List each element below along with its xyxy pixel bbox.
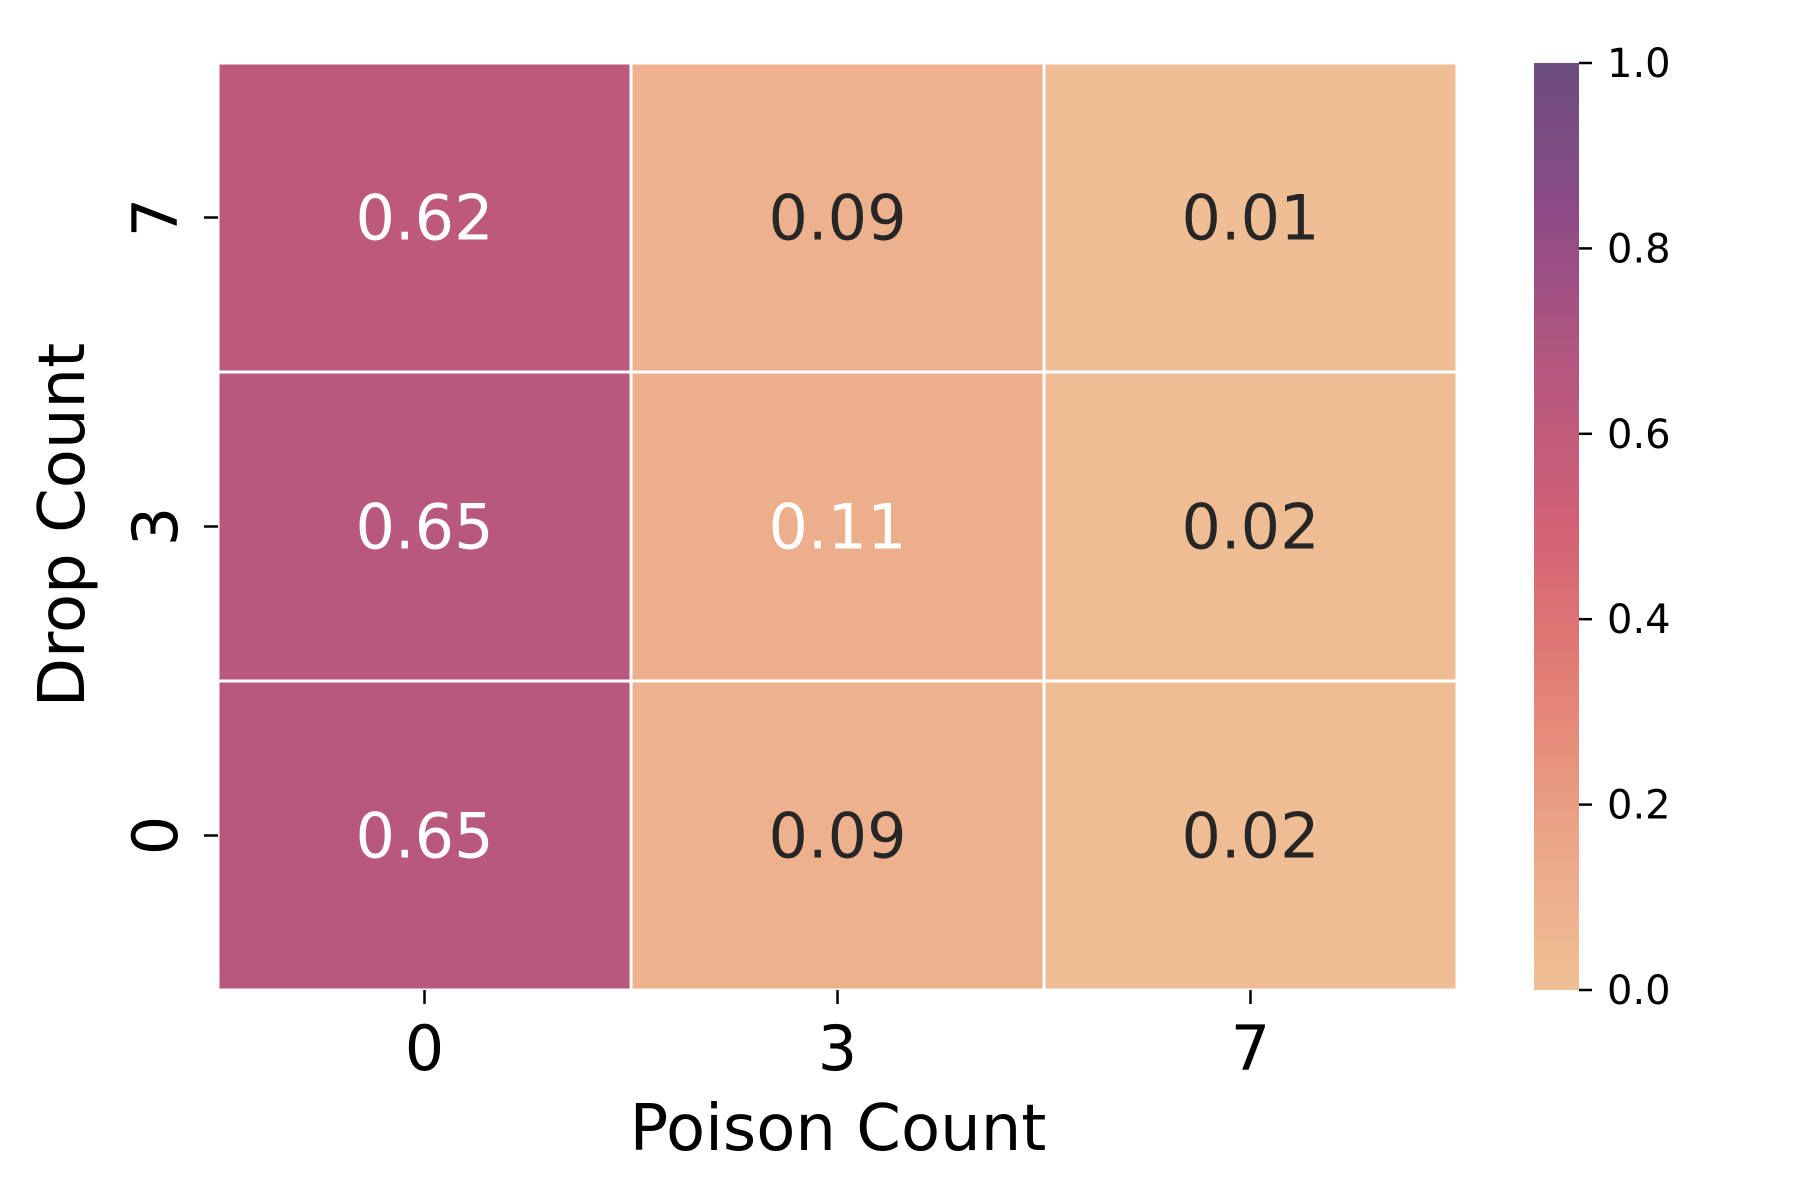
colorbar-gradient	[1534, 63, 1579, 990]
colorbar-tick-label: 0.4	[1607, 597, 1671, 643]
cell-value-label: 0.02	[1181, 800, 1319, 873]
cell-value-label: 0.65	[355, 800, 493, 873]
heatmap-cell	[629, 61, 1046, 374]
x-axis-title: Poison Count	[630, 1092, 1047, 1166]
cell-value-label: 0.62	[355, 182, 493, 255]
heatmap-cell	[216, 61, 633, 374]
heatmap-cells	[216, 61, 1459, 992]
x-axis: 0 3 7	[405, 990, 1270, 1085]
x-tick-label: 3	[818, 1012, 857, 1085]
heatmap-cell	[629, 679, 1046, 992]
cell-value-label: 0.02	[1181, 491, 1319, 564]
y-axis: 7 3 0	[119, 198, 218, 855]
colorbar: 0.0 0.2 0.4 0.6 0.8 1.0	[1534, 41, 1671, 1014]
x-tick-label: 0	[405, 1012, 444, 1085]
colorbar-tick-label: 0.6	[1607, 412, 1671, 458]
cell-value-label: 0.01	[1181, 182, 1319, 255]
y-axis-title: Drop Count	[26, 343, 100, 707]
heatmap-cell	[216, 370, 633, 683]
cell-value-label: 0.09	[768, 182, 906, 255]
colorbar-tick-label: 0.8	[1607, 226, 1671, 272]
heatmap-cell-labels: 0.62 0.09 0.01 0.65 0.11 0.02 0.65 0.09 0.02	[355, 182, 1319, 873]
heatmap-cell	[629, 370, 1046, 683]
cell-value-label: 0.11	[768, 491, 906, 564]
heatmap-cell	[1042, 61, 1459, 374]
heatmap-cell	[1042, 370, 1459, 683]
x-tick-label: 7	[1231, 1012, 1270, 1085]
colorbar-tick-label: 0.0	[1607, 968, 1671, 1014]
y-tick-label: 7	[119, 198, 192, 237]
cell-value-label: 0.65	[355, 491, 493, 564]
cell-value-label: 0.09	[768, 800, 906, 873]
y-tick-label: 0	[119, 816, 192, 855]
y-tick-label: 3	[119, 507, 192, 546]
colorbar-tick-label: 0.2	[1607, 783, 1671, 829]
colorbar-tick-label: 1.0	[1607, 41, 1671, 87]
